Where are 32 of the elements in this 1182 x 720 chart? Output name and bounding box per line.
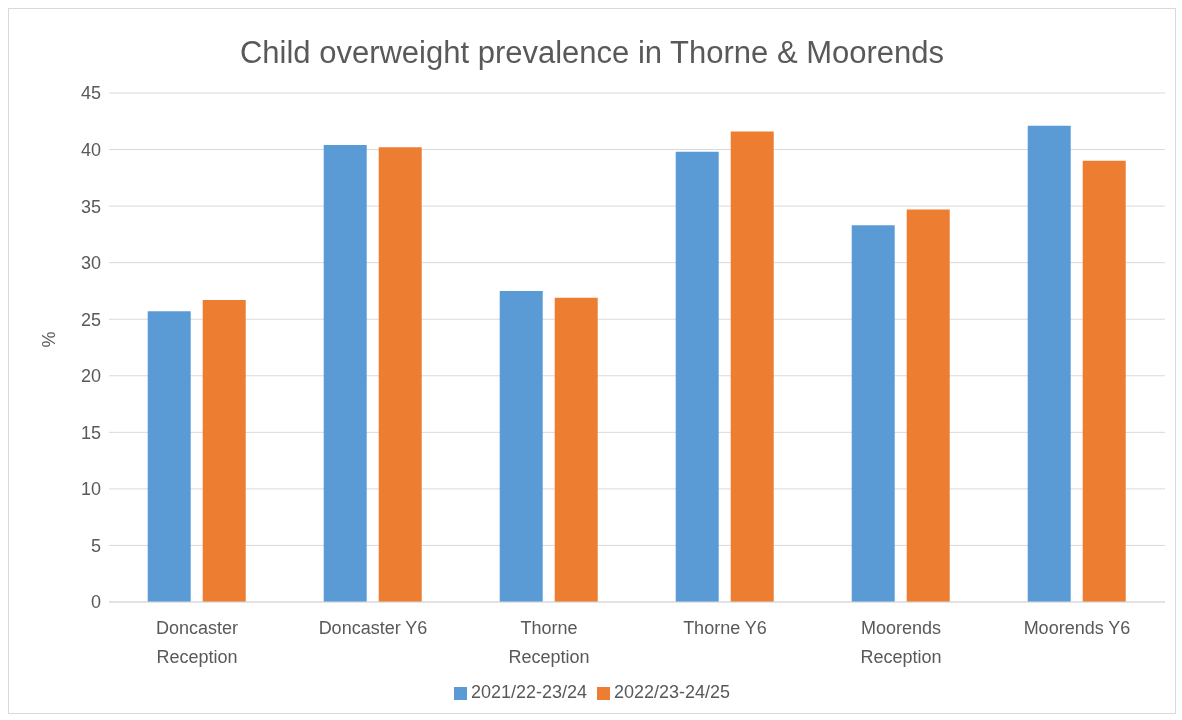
y-axis-title: % <box>39 331 60 348</box>
y-tick-label: 35 <box>80 196 101 217</box>
y-tick-label: 10 <box>80 479 101 500</box>
y-tick-label: 30 <box>80 253 101 274</box>
y-tick-label: 15 <box>80 422 101 443</box>
y-tick-label: 5 <box>90 535 101 556</box>
x-tick-label: Doncaster Reception <box>155 618 239 667</box>
bar <box>1082 160 1126 602</box>
bar <box>730 131 774 602</box>
bar <box>378 147 422 602</box>
bar <box>323 145 367 602</box>
bar <box>675 151 719 602</box>
x-tick-label: Moorends Reception <box>860 618 942 667</box>
y-tick-label: 0 <box>90 592 101 613</box>
y-tick-label: 20 <box>80 366 101 387</box>
x-tick-label: Thorne Reception <box>508 618 590 667</box>
x-tick-label: Thorne Y6 <box>683 618 767 638</box>
bar <box>499 290 543 602</box>
bar <box>554 297 598 602</box>
chart-title: Child overweight prevalence in Thorne & Moorends <box>238 34 946 72</box>
bar <box>851 225 895 602</box>
y-tick-label: 45 <box>80 83 101 104</box>
x-tick-label: Moorends Y6 <box>1023 618 1131 638</box>
y-tick-label: 25 <box>80 309 101 330</box>
legend-label: 2021/22-23/24 <box>470 682 587 702</box>
x-tick-label: Doncaster Y6 <box>318 618 428 638</box>
legend-label: 2022/23-24/25 <box>614 682 731 702</box>
y-tick-label: 40 <box>80 139 101 160</box>
bar <box>906 209 950 602</box>
bar <box>1027 125 1071 602</box>
bar <box>147 311 191 602</box>
bar <box>202 299 246 602</box>
